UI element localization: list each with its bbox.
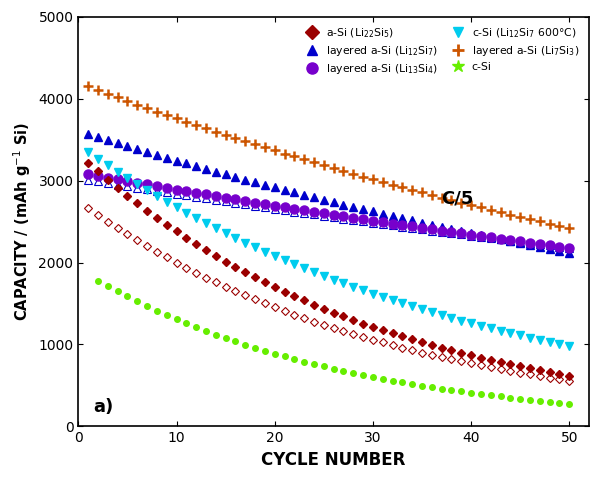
Y-axis label: CAPACITY / (mAh g$^{-1}$ Si): CAPACITY / (mAh g$^{-1}$ Si)	[11, 122, 33, 321]
Text: C/5: C/5	[442, 190, 474, 207]
Text: a): a)	[93, 398, 113, 416]
X-axis label: CYCLE NUMBER: CYCLE NUMBER	[262, 451, 406, 469]
Legend: a-Si (Li$_{22}$Si$_5$), layered a-Si (Li$_{12}$Si$_7$), layered a-Si (Li$_{13}$S: a-Si (Li$_{22}$Si$_5$), layered a-Si (Li…	[297, 22, 583, 80]
